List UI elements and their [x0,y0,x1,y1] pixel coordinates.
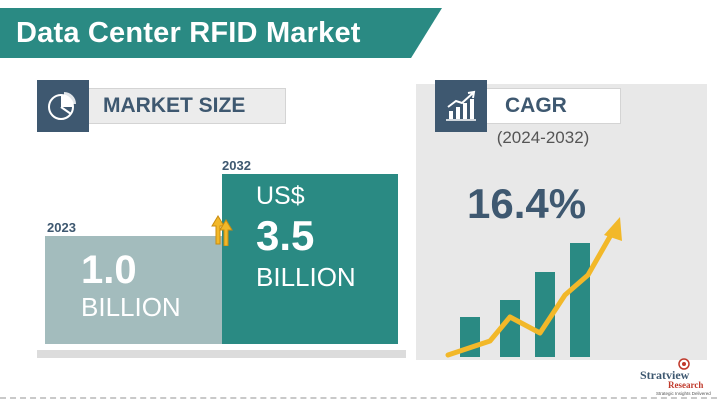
market-size-bar-2023: 1.0 BILLION [45,236,222,344]
cagr-value: 16.4% [467,180,587,227]
title-banner: Data Center RFID Market [0,8,442,58]
growth-arrows-icon [211,215,233,246]
svg-text:Stratview: Stratview [640,368,690,382]
growth-arrow-head [604,217,622,241]
cagr-label: CAGR [505,94,567,117]
unit-2032: BILLION [256,262,356,292]
growth-bar-3 [535,272,555,357]
cagr-label-box: CAGR [487,88,621,124]
year-2032-label: 2032 [222,158,251,173]
pie-chart-icon [48,92,76,120]
cagr-icon-box [435,80,487,132]
stratview-logo: Stratview Research Strategic Insights De… [640,358,711,396]
market-size-label-box: MARKET SIZE [89,88,286,124]
growth-chart-icon [446,90,476,121]
growth-bar-2 [500,300,520,357]
svg-text:Research: Research [668,380,703,390]
svg-text:Strategic Insights Delivered: Strategic Insights Delivered [656,391,711,396]
page-title: Data Center RFID Market [16,17,361,49]
market-size-bar-2032: US$ 3.5 BILLION [222,174,398,344]
value-2023: 1.0 [81,248,137,292]
year-2023-label: 2023 [47,220,76,235]
market-size-baseline [37,350,406,358]
bottom-divider [0,397,717,399]
unit-2023: BILLION [81,292,181,322]
growth-arrow-line [445,230,615,358]
market-size-icon-box [37,80,89,132]
market-size-label: MARKET SIZE [103,94,246,117]
value-2032: 3.5 [256,212,315,259]
cagr-growth-graphic [445,217,622,358]
growth-bar-4 [570,243,590,357]
cagr-period: (2024-2032) [496,128,590,147]
currency-2032: US$ [256,182,305,210]
